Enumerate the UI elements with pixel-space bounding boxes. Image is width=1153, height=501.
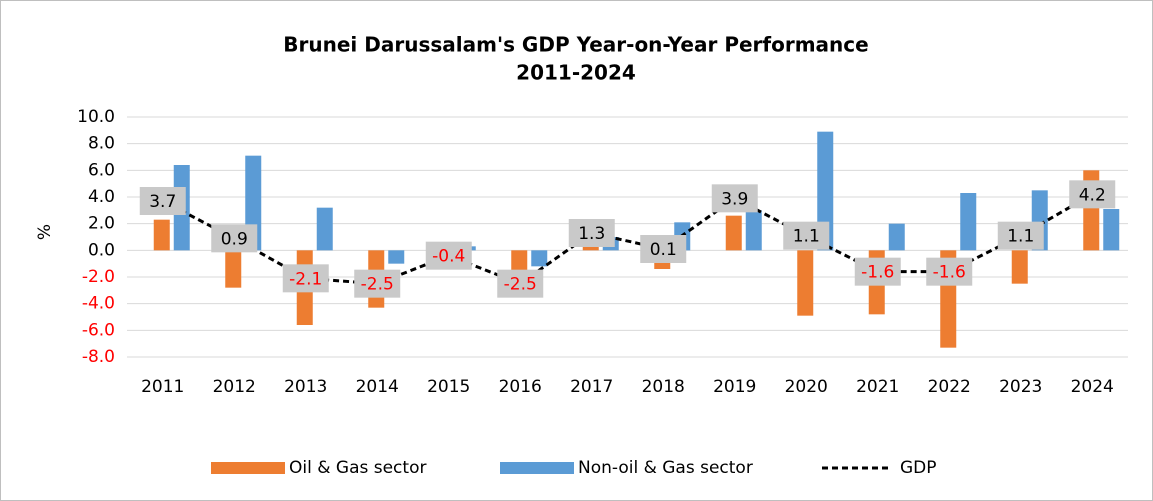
x-tick-label: 2017 — [570, 377, 613, 397]
legend-swatch — [500, 462, 574, 474]
data-label-box — [568, 219, 615, 247]
data-label: -1.6 — [933, 263, 966, 283]
bar — [531, 250, 548, 267]
x-tick-label: 2020 — [785, 377, 828, 397]
bar — [1011, 250, 1028, 284]
y-tick-label: -2.0 — [82, 267, 115, 287]
data-label-box — [1069, 180, 1116, 209]
data-label-box — [783, 221, 830, 250]
y-tick-label: 6.0 — [88, 160, 115, 180]
data-label-box — [854, 257, 901, 286]
data-label: -1.6 — [861, 263, 894, 283]
data-label-box — [425, 241, 472, 270]
data-label-box — [640, 235, 687, 263]
data-label: 1.1 — [1007, 227, 1034, 247]
x-tick-label: 2015 — [427, 377, 470, 397]
data-label-box — [997, 221, 1044, 250]
bar — [388, 250, 405, 264]
data-label-box — [711, 184, 758, 213]
data-label-box — [282, 264, 329, 293]
data-label: -2.5 — [361, 275, 394, 295]
data-label-box — [211, 224, 258, 253]
y-tick-label: 4.0 — [88, 187, 115, 207]
data-label: -2.1 — [289, 269, 322, 289]
y-tick-label: -4.0 — [82, 294, 115, 314]
x-tick-label: 2021 — [856, 377, 899, 397]
data-label-box — [354, 269, 401, 298]
x-tick-label: 2012 — [213, 377, 256, 397]
legend-label: Oil & Gas sector — [289, 458, 426, 478]
x-tick-label: 2013 — [284, 377, 327, 397]
bar — [153, 219, 170, 251]
bar — [797, 250, 814, 316]
data-label: -2.5 — [504, 275, 537, 295]
data-label: -0.4 — [432, 247, 465, 267]
bar — [817, 131, 834, 251]
bar — [725, 215, 742, 251]
x-tick-label: 2024 — [1071, 377, 1114, 397]
x-tick-label: 2018 — [642, 377, 685, 397]
y-tick-label: -8.0 — [82, 347, 115, 367]
legend-label: GDP — [900, 458, 937, 478]
x-tick-label: 2011 — [141, 377, 184, 397]
data-label-box — [497, 269, 544, 298]
data-label: 3.7 — [149, 192, 176, 212]
bar — [888, 223, 905, 251]
data-label: 0.1 — [650, 240, 677, 260]
x-tick-label: 2022 — [928, 377, 971, 397]
bar — [745, 210, 762, 251]
chart-title: Brunei Darussalam's GDP Year-on-Year Per… — [283, 33, 868, 57]
chart-subtitle: 2011-2024 — [516, 61, 636, 85]
data-label-box — [926, 257, 973, 286]
data-label-box — [139, 187, 186, 215]
bar — [316, 207, 333, 251]
data-label: 3.9 — [721, 189, 748, 209]
legend-label: Non-oil & Gas sector — [578, 458, 753, 478]
x-tick-label: 2023 — [999, 377, 1042, 397]
y-tick-label: -6.0 — [82, 320, 115, 340]
data-label: 1.1 — [793, 227, 820, 247]
y-axis-label: % — [35, 224, 55, 240]
x-tick-label: 2014 — [356, 377, 399, 397]
data-label: 4.2 — [1079, 185, 1106, 205]
bar — [1103, 209, 1120, 251]
x-tick-label: 2016 — [499, 377, 542, 397]
y-tick-label: 8.0 — [88, 134, 115, 154]
y-tick-label: 2.0 — [88, 214, 115, 234]
y-tick-label: 10.0 — [77, 107, 115, 127]
data-label: 1.3 — [578, 224, 605, 244]
legend-swatch — [211, 462, 285, 474]
y-tick-label: 0.0 — [88, 240, 115, 260]
data-label: 0.9 — [221, 229, 248, 249]
bar — [960, 193, 977, 251]
x-tick-label: 2019 — [713, 377, 756, 397]
bar — [225, 250, 242, 288]
